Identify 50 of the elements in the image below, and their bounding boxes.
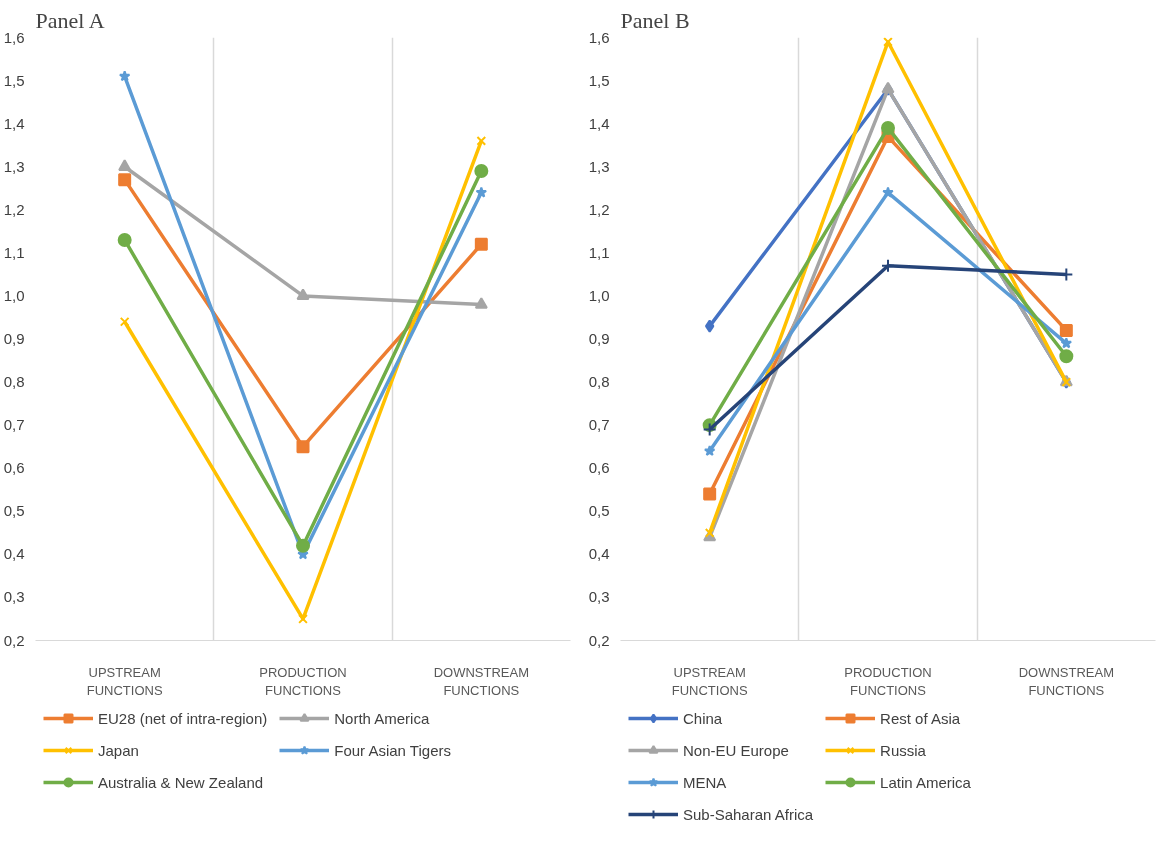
y-tick-label: 1,1: [3, 243, 25, 261]
y-tick-label: 1,3: [588, 157, 610, 175]
legend-label: North America: [334, 709, 430, 727]
y-tick-label: 1,0: [3, 286, 25, 304]
y-tick-label: 0,9: [3, 330, 25, 347]
legend-label: Non-EU Europe: [683, 741, 789, 759]
y-tick-label: 1,5: [3, 71, 25, 89]
y-tick-label: 0,5: [3, 502, 25, 520]
legend-label: Latin America: [880, 773, 971, 791]
legend-label: China: [683, 709, 723, 727]
x-tick-label: UPSTREAM FUNCTIONS: [671, 664, 748, 698]
y-tick-label: 0,6: [588, 459, 610, 477]
y-tick-label: 1,0: [588, 286, 610, 304]
y-tick-label: 1,5: [588, 71, 610, 89]
x-tick-label: DOWNSTREAM FUNCTIONS: [1018, 664, 1115, 698]
y-tick-label: 1,6: [3, 28, 25, 46]
y-tick-label: 1,2: [588, 200, 610, 218]
y-tick-label: 0,5: [588, 502, 610, 520]
legend-label: Sub-Saharan Africa: [683, 805, 814, 823]
y-tick-label: 0,9: [588, 330, 610, 347]
y-tick-label: 0,7: [588, 416, 610, 434]
y-tick-label: 1,4: [3, 114, 25, 132]
legend-label: MENA: [683, 773, 727, 791]
chart-title: Panel A: [35, 7, 105, 33]
y-tick-label: 0,3: [3, 588, 25, 606]
y-tick-label: 1,3: [3, 157, 25, 175]
x-tick-label: PRODUCTION FUNCTIONS: [259, 664, 347, 698]
y-tick-label: 1,6: [588, 28, 610, 46]
y-tick-label: 0,3: [588, 588, 610, 606]
y-tick-label: 0,8: [3, 373, 25, 391]
y-tick-label: 0,2: [3, 631, 25, 649]
y-tick-label: 0,7: [3, 416, 25, 434]
y-tick-label: 1,1: [588, 243, 610, 261]
legend-label: Rest of Asia: [880, 709, 961, 727]
legend-label: EU28 (net of intra-region): [98, 709, 268, 727]
y-tick-label: 0,4: [588, 545, 610, 563]
x-tick-label: UPSTREAM FUNCTIONS: [86, 664, 163, 698]
y-tick-label: 1,4: [588, 114, 610, 132]
legend-label: Four Asian Tigers: [334, 741, 451, 759]
y-tick-label: 0,8: [588, 373, 610, 391]
y-tick-label: 1,2: [3, 200, 25, 218]
legend-label: Russia: [880, 741, 926, 759]
x-tick-label: DOWNSTREAM FUNCTIONS: [433, 664, 530, 698]
legend-label: Japan: [98, 741, 139, 759]
x-tick-label: PRODUCTION FUNCTIONS: [844, 664, 932, 698]
y-tick-label: 0,2: [588, 631, 610, 649]
chart-title: Panel B: [620, 7, 690, 33]
legend-label: Australia & New Zealand: [98, 773, 264, 791]
y-tick-label: 0,6: [3, 459, 25, 477]
y-tick-label: 0,4: [3, 545, 25, 563]
